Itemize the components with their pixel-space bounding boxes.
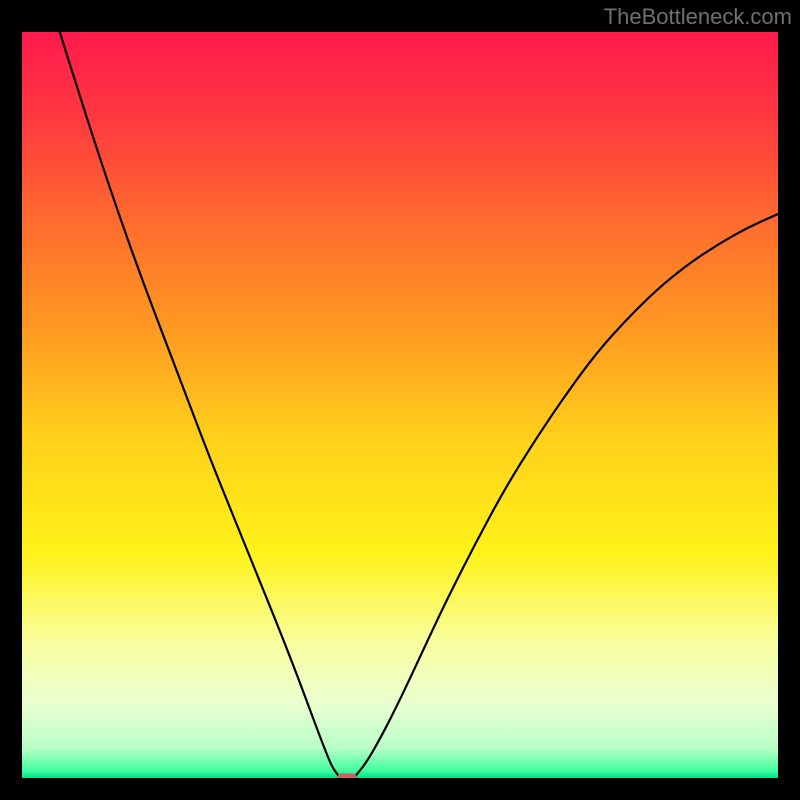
dip-marker bbox=[337, 774, 357, 778]
curve-right-branch bbox=[356, 214, 778, 775]
watermark-text: TheBottleneck.com bbox=[604, 4, 792, 30]
chart-plot-area bbox=[22, 32, 778, 778]
chart-curves-layer bbox=[22, 32, 778, 778]
curve-left-branch bbox=[60, 32, 338, 775]
